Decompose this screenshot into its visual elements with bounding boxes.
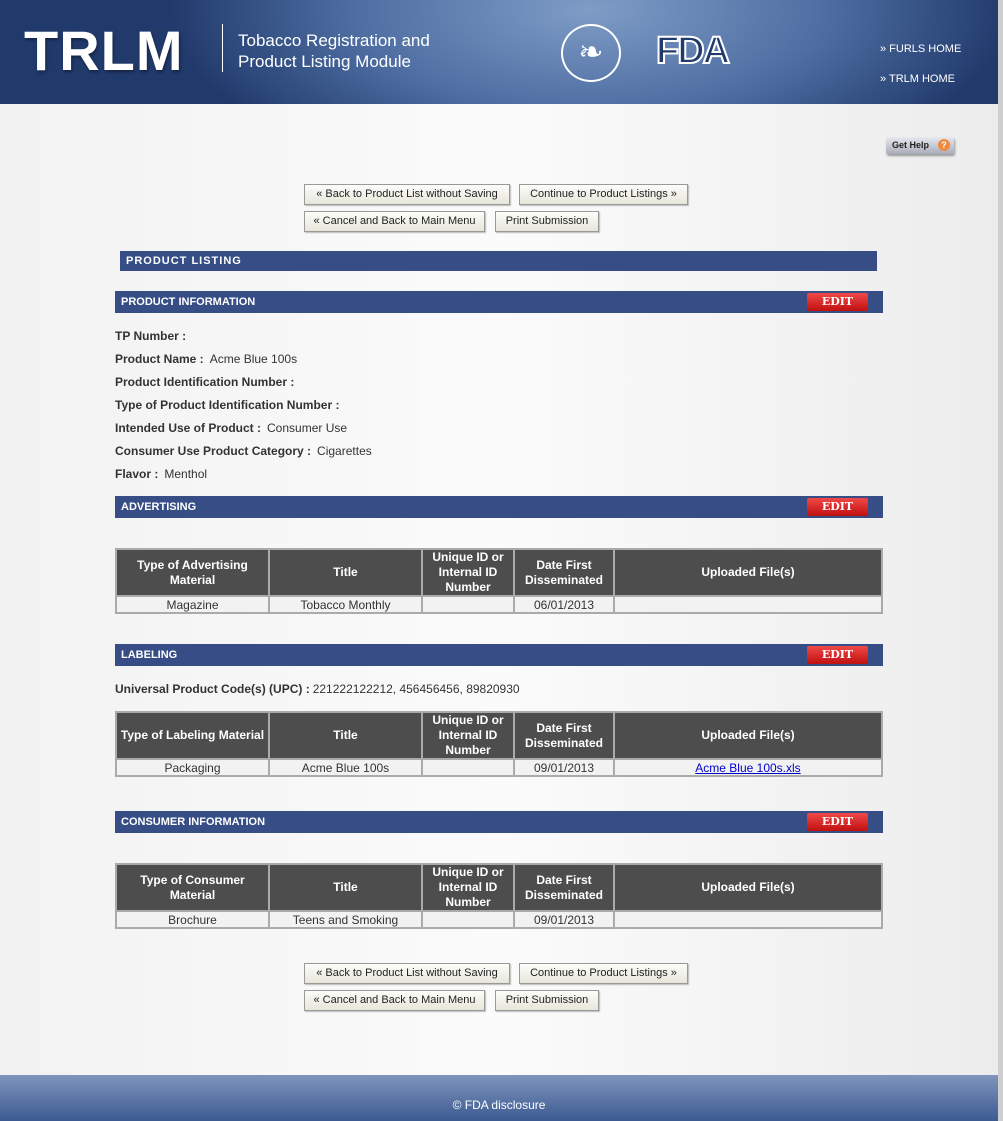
app-subtitle: Tobacco Registration and Product Listing…: [238, 31, 430, 71]
labeling-header: LABELING EDIT: [115, 644, 883, 666]
product-information-header: PRODUCT INFORMATION EDIT: [115, 291, 883, 313]
column-header: Title: [268, 711, 423, 760]
column-header: Title: [268, 863, 423, 912]
edit-advertising-button[interactable]: EDIT: [807, 498, 868, 516]
back-to-product-list-button-bottom[interactable]: « Back to Product List without Saving: [304, 963, 510, 984]
column-header: Uploaded File(s): [613, 863, 883, 912]
column-header: Date First Disseminated: [513, 711, 615, 760]
section-title: ADVERTISING: [121, 501, 197, 513]
get-help-button[interactable]: Get Help?: [886, 137, 954, 154]
fda-logo: FDA: [655, 29, 731, 73]
column-header: Title: [268, 548, 423, 597]
print-submission-button[interactable]: Print Submission: [495, 211, 599, 232]
edit-labeling-button[interactable]: EDIT: [807, 646, 868, 664]
labeling-table: Type of Labeling Material Title Unique ID …: [115, 711, 883, 777]
section-title: LABELING: [121, 649, 178, 661]
tp-number-field: TP Number :: [115, 329, 187, 343]
column-header: Type of Advertising Material: [115, 548, 270, 597]
column-header: Unique ID or Internal ID Number: [421, 548, 515, 597]
table-row: Brochure Teens and Smoking 09/01/2013: [115, 910, 883, 929]
column-header: Unique ID or Internal ID Number: [421, 863, 515, 912]
footer-text: © FDA disclosure: [452, 1098, 546, 1112]
table-row: Magazine Tobacco Monthly 06/01/2013: [115, 595, 883, 614]
help-icon: ?: [938, 139, 950, 151]
product-category-field: Consumer Use Product Category : Cigarette…: [115, 444, 372, 458]
advertising-header: ADVERTISING EDIT: [115, 496, 883, 518]
scrollbar[interactable]: [998, 0, 1003, 1121]
column-header: Uploaded File(s): [613, 548, 883, 597]
column-header: Type of Consumer Material: [115, 863, 270, 912]
table-row: Packaging Acme Blue 100s 09/01/2013 Acme Bl…: [115, 758, 883, 777]
section-title: CONSUMER INFORMATION: [121, 816, 266, 828]
intended-use-field: Intended Use of Product : Consumer Use: [115, 421, 348, 435]
column-header: Uploaded File(s): [613, 711, 883, 760]
product-id-number-field: Product Identification Number :: [115, 375, 295, 389]
column-header: Unique ID or Internal ID Number: [421, 711, 515, 760]
hhs-seal-icon: ❧: [561, 24, 621, 82]
flavor-field: Flavor : Menthol: [115, 467, 208, 481]
section-title: PRODUCT INFORMATION: [121, 296, 256, 308]
column-header: Date First Disseminated: [513, 548, 615, 597]
consumer-information-header: CONSUMER INFORMATION EDIT: [115, 811, 883, 833]
continue-to-product-listings-button-bottom[interactable]: Continue to Product Listings »: [519, 963, 688, 984]
divider: [222, 24, 223, 72]
back-to-product-list-button[interactable]: « Back to Product List without Saving: [304, 184, 510, 205]
page-title: PRODUCT LISTING: [120, 251, 877, 271]
continue-to-product-listings-button[interactable]: Continue to Product Listings »: [519, 184, 688, 205]
get-help-label: Get Help: [892, 140, 930, 150]
consumer-table: Type of Consumer Material Title Unique ID …: [115, 863, 883, 929]
advertising-table: Type of Advertising Material Title Unique …: [115, 548, 883, 614]
product-name-field: Product Name : Acme Blue 100s: [115, 352, 298, 366]
furls-home-link[interactable]: » FURLS HOME: [880, 43, 962, 55]
print-submission-button-bottom[interactable]: Print Submission: [495, 990, 599, 1011]
footer: © FDA disclosure: [0, 1075, 998, 1121]
trlm-logo: TRLM: [24, 19, 184, 82]
trlm-home-link[interactable]: » TRLM HOME: [880, 73, 955, 85]
edit-product-info-button[interactable]: EDIT: [807, 293, 868, 311]
column-header: Date First Disseminated: [513, 863, 615, 912]
cancel-to-main-menu-button-bottom[interactable]: « Cancel and Back to Main Menu: [304, 990, 485, 1011]
product-id-type-field: Type of Product Identification Number :: [115, 398, 340, 412]
upc-field: Universal Product Code(s) (UPC) :2212221…: [115, 682, 520, 696]
cancel-to-main-menu-button[interactable]: « Cancel and Back to Main Menu: [304, 211, 485, 232]
uploaded-file-link[interactable]: Acme Blue 100s.xls: [695, 760, 801, 775]
column-header: Type of Labeling Material: [115, 711, 270, 760]
edit-consumer-info-button[interactable]: EDIT: [807, 813, 868, 831]
header: TRLM Tobacco Registration and Product Li…: [0, 0, 998, 104]
